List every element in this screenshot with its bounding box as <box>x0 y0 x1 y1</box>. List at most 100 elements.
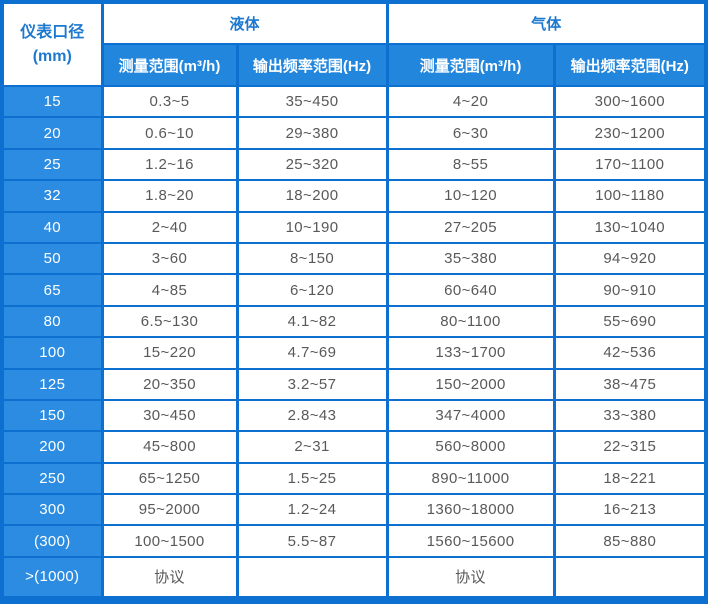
liquid-range-cell: 0.3~5 <box>100 84 239 119</box>
group-header-row: 仪表口径 (mm) 液体 气体 <box>0 1 708 87</box>
table-row: 200 45~800 2~31 560~8000 22~315 <box>0 430 708 464</box>
liquid-freq-cell: 4.7~69 <box>235 336 389 370</box>
table-row: >(1000) 协议 协议 <box>0 555 708 602</box>
liquid-range-cell: 4~85 <box>100 273 239 307</box>
table-row: 80 6.5~130 4.1~82 80~1100 55~690 <box>0 304 708 339</box>
table-row: 125 20~350 3.2~57 150~2000 38~475 <box>0 367 708 401</box>
liquid-range-cell: 95~2000 <box>100 493 239 527</box>
gas-freq-cell <box>552 555 708 602</box>
liquid-freq-cell: 2.8~43 <box>235 398 389 433</box>
gas-range-cell: 890~11000 <box>385 461 556 496</box>
liquid-range-cell: 3~60 <box>100 241 239 276</box>
gas-range-cell: 1360~18000 <box>385 493 556 527</box>
diameter-cell: 125 <box>0 367 104 401</box>
gas-range-cell: 协议 <box>385 555 556 602</box>
liquid-range-cell: 1.8~20 <box>100 179 239 213</box>
table-row: 150 30~450 2.8~43 347~4000 33~380 <box>0 398 708 433</box>
gas-range-cell: 133~1700 <box>385 336 556 370</box>
gas-range-cell: 80~1100 <box>385 304 556 339</box>
table-body: 15 0.3~5 35~450 4~20 300~1600 20 0.6~10 … <box>0 84 708 602</box>
liquid-range-cell: 30~450 <box>100 398 239 433</box>
diameter-cell: 50 <box>0 241 104 276</box>
subheader-liquid-measure-range: 测量范围(m³/h) <box>100 43 239 87</box>
liquid-freq-cell: 2~31 <box>235 430 389 464</box>
gas-range-cell: 10~120 <box>385 179 556 213</box>
gas-freq-cell: 100~1180 <box>552 179 708 213</box>
gas-freq-cell: 130~1040 <box>552 210 708 244</box>
corner-header-line2: (mm) <box>32 47 72 65</box>
liquid-freq-cell: 18~200 <box>235 179 389 213</box>
gas-freq-cell: 22~315 <box>552 430 708 464</box>
table-row: 20 0.6~10 29~380 6~30 230~1200 <box>0 116 708 150</box>
gas-freq-cell: 170~1100 <box>552 147 708 182</box>
liquid-freq-cell: 4.1~82 <box>235 304 389 339</box>
liquid-range-cell: 20~350 <box>100 367 239 401</box>
liquid-range-cell: 协议 <box>100 555 239 602</box>
gas-freq-cell: 300~1600 <box>552 84 708 119</box>
diameter-cell: 32 <box>0 179 104 213</box>
liquid-freq-cell: 3.2~57 <box>235 367 389 401</box>
gas-range-cell: 4~20 <box>385 84 556 119</box>
diameter-cell: (300) <box>0 524 104 558</box>
diameter-cell: 25 <box>0 147 104 182</box>
gas-freq-cell: 42~536 <box>552 336 708 370</box>
liquid-freq-cell: 8~150 <box>235 241 389 276</box>
gas-range-cell: 150~2000 <box>385 367 556 401</box>
table-row: 250 65~1250 1.5~25 890~11000 18~221 <box>0 461 708 496</box>
gas-range-cell: 6~30 <box>385 116 556 150</box>
gas-range-cell: 8~55 <box>385 147 556 182</box>
liquid-range-cell: 15~220 <box>100 336 239 370</box>
table-row: 100 15~220 4.7~69 133~1700 42~536 <box>0 336 708 370</box>
gas-range-cell: 60~640 <box>385 273 556 307</box>
liquid-freq-cell: 35~450 <box>235 84 389 119</box>
diameter-cell: 65 <box>0 273 104 307</box>
gas-range-cell: 27~205 <box>385 210 556 244</box>
subheader-gas-output-freq: 输出频率范围(Hz) <box>552 43 708 87</box>
diameter-cell: 20 <box>0 116 104 150</box>
table-row: 15 0.3~5 35~450 4~20 300~1600 <box>0 84 708 119</box>
liquid-range-cell: 65~1250 <box>100 461 239 496</box>
liquid-freq-cell: 10~190 <box>235 210 389 244</box>
gas-freq-cell: 230~1200 <box>552 116 708 150</box>
table-row: 40 2~40 10~190 27~205 130~1040 <box>0 210 708 244</box>
diameter-cell: 15 <box>0 84 104 119</box>
gas-freq-cell: 94~920 <box>552 241 708 276</box>
table-row: 300 95~2000 1.2~24 1360~18000 16~213 <box>0 493 708 527</box>
liquid-freq-cell: 29~380 <box>235 116 389 150</box>
liquid-freq-cell: 1.2~24 <box>235 493 389 527</box>
gas-range-cell: 560~8000 <box>385 430 556 464</box>
gas-freq-cell: 18~221 <box>552 461 708 496</box>
liquid-freq-cell <box>235 555 389 602</box>
gas-freq-cell: 90~910 <box>552 273 708 307</box>
gas-range-cell: 1560~15600 <box>385 524 556 558</box>
subheader-gas-measure-range: 测量范围(m³/h) <box>385 43 556 87</box>
liquid-freq-cell: 6~120 <box>235 273 389 307</box>
table-row: 25 1.2~16 25~320 8~55 170~1100 <box>0 147 708 182</box>
gas-range-cell: 35~380 <box>385 241 556 276</box>
liquid-range-cell: 1.2~16 <box>100 147 239 182</box>
liquid-freq-cell: 1.5~25 <box>235 461 389 496</box>
gas-freq-cell: 16~213 <box>552 493 708 527</box>
liquid-range-cell: 2~40 <box>100 210 239 244</box>
diameter-cell: 150 <box>0 398 104 433</box>
diameter-cell: >(1000) <box>0 555 104 602</box>
diameter-cell: 300 <box>0 493 104 527</box>
group-header-gas: 气体 <box>385 1 708 45</box>
subheader-liquid-output-freq: 输出频率范围(Hz) <box>235 43 389 87</box>
gas-freq-cell: 33~380 <box>552 398 708 433</box>
liquid-range-cell: 45~800 <box>100 430 239 464</box>
liquid-range-cell: 100~1500 <box>100 524 239 558</box>
diameter-cell: 80 <box>0 304 104 339</box>
diameter-cell: 40 <box>0 210 104 244</box>
table-row: 65 4~85 6~120 60~640 90~910 <box>0 273 708 307</box>
liquid-freq-cell: 5.5~87 <box>235 524 389 558</box>
corner-header-diameter: 仪表口径 (mm) <box>0 1 104 87</box>
table-row: (300) 100~1500 5.5~87 1560~15600 85~880 <box>0 524 708 558</box>
table-header: 仪表口径 (mm) 液体 气体 测量范围(m³/h) 输出频率范围(Hz) 测量… <box>0 1 708 87</box>
table-row: 50 3~60 8~150 35~380 94~920 <box>0 241 708 276</box>
corner-header-line1: 仪表口径 <box>20 23 85 41</box>
diameter-cell: 100 <box>0 336 104 370</box>
liquid-freq-cell: 25~320 <box>235 147 389 182</box>
diameter-cell: 250 <box>0 461 104 496</box>
